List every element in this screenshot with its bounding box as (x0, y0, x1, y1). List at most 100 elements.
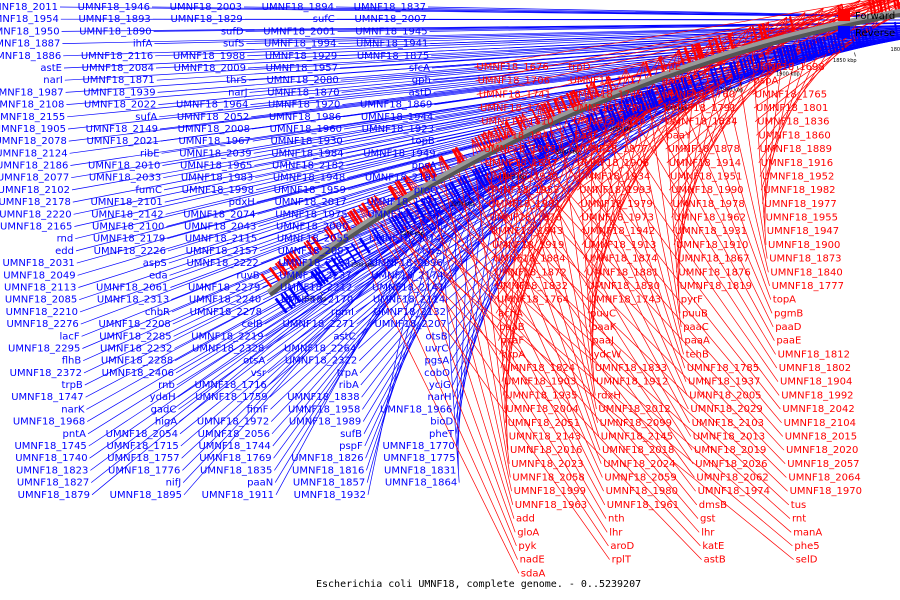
reverse-feature (324, 260, 338, 277)
reverse-feature (802, 41, 809, 60)
forward-gene-label: UMNF18_1878 (668, 144, 740, 155)
forward-label-line (643, 62, 682, 328)
forward-gene-label: rplT (612, 555, 632, 566)
forward-gene-label: UMNF18_1910 (676, 240, 748, 251)
reverse-feature (782, 46, 790, 65)
reverse-gene-label: UMNF18_2077 (0, 173, 69, 184)
reverse-gene-label: topB (412, 136, 435, 147)
reverse-gene-label: gph (412, 75, 431, 86)
reverse-gene-label: UMNF18_2115 (185, 234, 257, 245)
forward-gene-label: UMNF18_1830 (588, 281, 660, 292)
reverse-feature (393, 214, 406, 232)
forward-label-line (422, 165, 790, 506)
forward-gene-label: paaF (574, 130, 599, 141)
reverse-gene-label: UMNF18_2165 (0, 222, 72, 233)
forward-gene-label: UMNF18_1873 (769, 254, 841, 265)
forward-gene-label: dmsB (699, 500, 727, 511)
reverse-gene-label: UMNF18_2210 (6, 307, 78, 318)
forward-label-line (389, 185, 700, 533)
forward-gene-label: paaE (776, 336, 801, 347)
reverse-gene-label: gadC (151, 404, 177, 415)
reverse-gene-label: UMNF18_2182 (272, 161, 344, 172)
reverse-feature (336, 252, 349, 269)
tick-mark (469, 196, 472, 201)
reverse-label-line (342, 37, 900, 105)
reverse-gene-label: UMNF18_1886 (0, 51, 61, 62)
reverse-label-line (361, 152, 547, 398)
forward-gene-label: UMNF18_1992 (781, 390, 853, 401)
reverse-feature (738, 58, 747, 77)
reverse-gene-label: UMNF18_1932 (294, 490, 366, 501)
forward-label-line (505, 113, 523, 423)
reverse-gene-label: UMNF18_1826 (291, 453, 363, 464)
forward-label-line (454, 147, 603, 478)
forward-feature (875, 0, 881, 15)
forward-gene-labels: UMNF18_1676 trpD trpE UMNF18_1698 UMNF18_170… (476, 62, 862, 579)
reverse-label-line (83, 138, 578, 374)
forward-label-line (373, 195, 517, 547)
forward-label-line (389, 185, 516, 533)
reverse-feature (426, 195, 438, 212)
reverse-feature (680, 78, 688, 96)
forward-label-line (676, 37, 715, 273)
forward-gene-label: UMNF18_1889 (760, 144, 832, 155)
reverse-gene-label: UMNF18_2264 (284, 344, 356, 355)
reverse-feature (818, 37, 826, 56)
reverse-feature (621, 99, 631, 118)
reverse-feature (826, 35, 833, 54)
forward-feature (531, 108, 541, 126)
reverse-gene-label: UMNF18_2313 (97, 295, 169, 306)
tick-label: 2200 kbp (451, 202, 475, 208)
forward-gene-label: UMNF18_1785 (687, 363, 759, 374)
forward-gene-label: UMNF18_1980 (606, 486, 678, 497)
forward-feature (291, 250, 304, 266)
forward-label-line (764, 21, 770, 232)
reverse-feature (664, 83, 672, 102)
reverse-gene-label: UMNF18_1941 (356, 39, 428, 50)
forward-gene-label: UMNF18_1953 (487, 185, 559, 196)
tick-label: 2000 kbp (664, 106, 688, 112)
reverse-gene-label: UMNF18_2208 (98, 319, 170, 330)
reverse-gene-label: UMNF18_1887 (0, 39, 60, 50)
forward-gene-label: UMNF18_1676 (476, 62, 548, 73)
reverse-gene-label: UMNF18_1957 (266, 63, 338, 74)
map-caption: Escherichia coli UMNF18, complete genome… (316, 579, 641, 590)
reverse-label-line (246, 25, 900, 44)
forward-gene-label: sdaA (521, 568, 546, 579)
forward-gene-label: lhr (701, 527, 715, 538)
reverse-gene-label: eda (149, 270, 168, 281)
reverse-label-line (270, 167, 516, 422)
reverse-gene-label: UMNF18_2141 (372, 283, 444, 294)
tick-marks: 1650 kbp1700 kbp1750 kbp1800 kbp1850 kbp… (303, 47, 900, 302)
reverse-gene-label: UMNF18_2219 (191, 331, 263, 342)
reverse-gene-label: UMNF18_1879 (18, 490, 90, 501)
forward-feature (886, 0, 891, 13)
forward-gene-label: UMNF18_2103 (692, 418, 764, 429)
reverse-feature (430, 193, 441, 210)
forward-label-line (405, 175, 699, 519)
forward-gene-label: UMNF18_1840 (770, 267, 842, 278)
reverse-gene-label: lacF (59, 331, 79, 342)
reverse-feature (644, 90, 653, 109)
forward-feature (896, 0, 900, 12)
reverse-gene-label: UMNF18_1987 (0, 87, 64, 98)
forward-feature (868, 0, 874, 17)
legend-reverse-label: Reverse (855, 28, 895, 39)
forward-label-line (498, 68, 627, 341)
forward-gene-label: UMNF18_2062 (696, 473, 768, 484)
forward-gene-label: UMNF18_1749 (571, 89, 643, 100)
forward-label-line (732, 32, 768, 259)
reverse-gene-label: ppsA (412, 161, 437, 172)
forward-feature (260, 273, 274, 290)
reverse-gene-label: nifJ (166, 478, 182, 489)
forward-feature (540, 104, 550, 122)
forward-gene-label: UMNF18_1765 (755, 89, 827, 100)
reverse-label-line (457, 192, 471, 459)
forward-label-line (556, 97, 688, 396)
reverse-gene-label: UMNF18_1895 (110, 490, 182, 501)
reverse-gene-label: UMNF18_1769 (199, 453, 271, 464)
reverse-gene-label: astC (333, 331, 355, 342)
forward-feature (569, 91, 579, 109)
reverse-gene-label: UMNF18_2008 (178, 124, 250, 135)
reverse-label-line (183, 217, 426, 496)
